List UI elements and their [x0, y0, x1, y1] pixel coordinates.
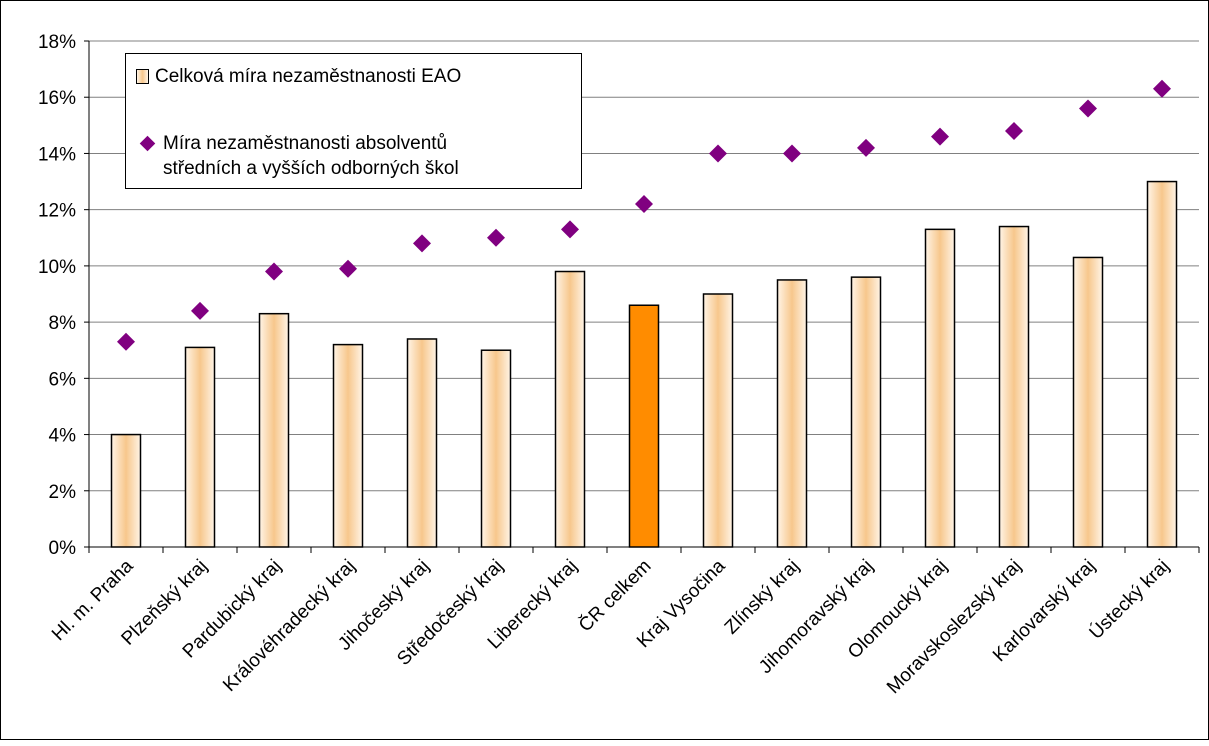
bar	[850, 276, 882, 548]
diamond-marker	[1079, 99, 1097, 118]
y-tick-label: 0%	[49, 538, 77, 559]
bar	[924, 228, 956, 548]
x-category-label: Moravskoslezský kraj	[883, 556, 1026, 699]
x-category-label: Královéhradecký kraj	[219, 556, 359, 696]
chart-legend: Celková míra nezaměstnanosti EAO Míra ne…	[125, 53, 582, 189]
diamond-marker	[783, 144, 801, 163]
bar	[1072, 256, 1104, 548]
bar	[480, 349, 512, 548]
bar	[998, 225, 1030, 548]
legend-diamond-swatch	[139, 135, 156, 152]
legend-label-diamonds-line2: středních a vyšších odborných škol	[163, 158, 459, 179]
bar	[1146, 180, 1178, 548]
diamond-marker	[413, 234, 431, 253]
diamond-marker	[709, 144, 727, 163]
legend-entry-diamonds: Míra nezaměstnanosti absolventů středníc…	[136, 131, 459, 181]
y-tick-label: 18%	[38, 32, 76, 53]
legend-label-bars: Celková míra nezaměstnanosti EAO	[155, 66, 462, 87]
bar	[776, 279, 808, 548]
bar	[258, 312, 290, 548]
bar	[554, 270, 586, 548]
y-tick-label: 14%	[38, 144, 76, 165]
bar	[332, 343, 364, 548]
diamond-marker	[117, 332, 135, 351]
legend-entry-bars: Celková míra nezaměstnanosti EAO	[136, 64, 461, 89]
legend-bar-swatch	[136, 69, 149, 84]
y-tick-label: 16%	[38, 88, 76, 109]
y-tick-label: 2%	[49, 482, 77, 503]
diamond-marker	[191, 301, 209, 320]
y-tick-label: 6%	[49, 369, 77, 390]
bar	[406, 338, 438, 548]
bar	[184, 346, 216, 548]
diamond-marker	[931, 127, 949, 146]
bar	[702, 293, 734, 548]
y-tick-label: 12%	[38, 201, 76, 222]
diamond-marker	[487, 228, 505, 247]
diamond-marker	[857, 138, 875, 157]
bar-highlight	[628, 304, 660, 548]
x-category-label: Ústecký kraj	[1085, 555, 1174, 644]
y-tick-label: 4%	[49, 426, 77, 447]
diamond-marker	[561, 220, 579, 239]
legend-label-diamonds-line1: Míra nezaměstnanosti absolventů	[163, 133, 448, 154]
diamond-marker	[635, 195, 653, 214]
x-category-label: ČR celkem	[574, 555, 655, 636]
y-tick-label: 10%	[38, 257, 76, 278]
diamond-marker	[339, 259, 357, 278]
y-tick-label: 8%	[49, 313, 77, 334]
diamond-marker	[265, 262, 283, 281]
diamond-marker	[1153, 79, 1171, 98]
bar	[110, 433, 142, 548]
diamond-marker	[1005, 121, 1023, 140]
